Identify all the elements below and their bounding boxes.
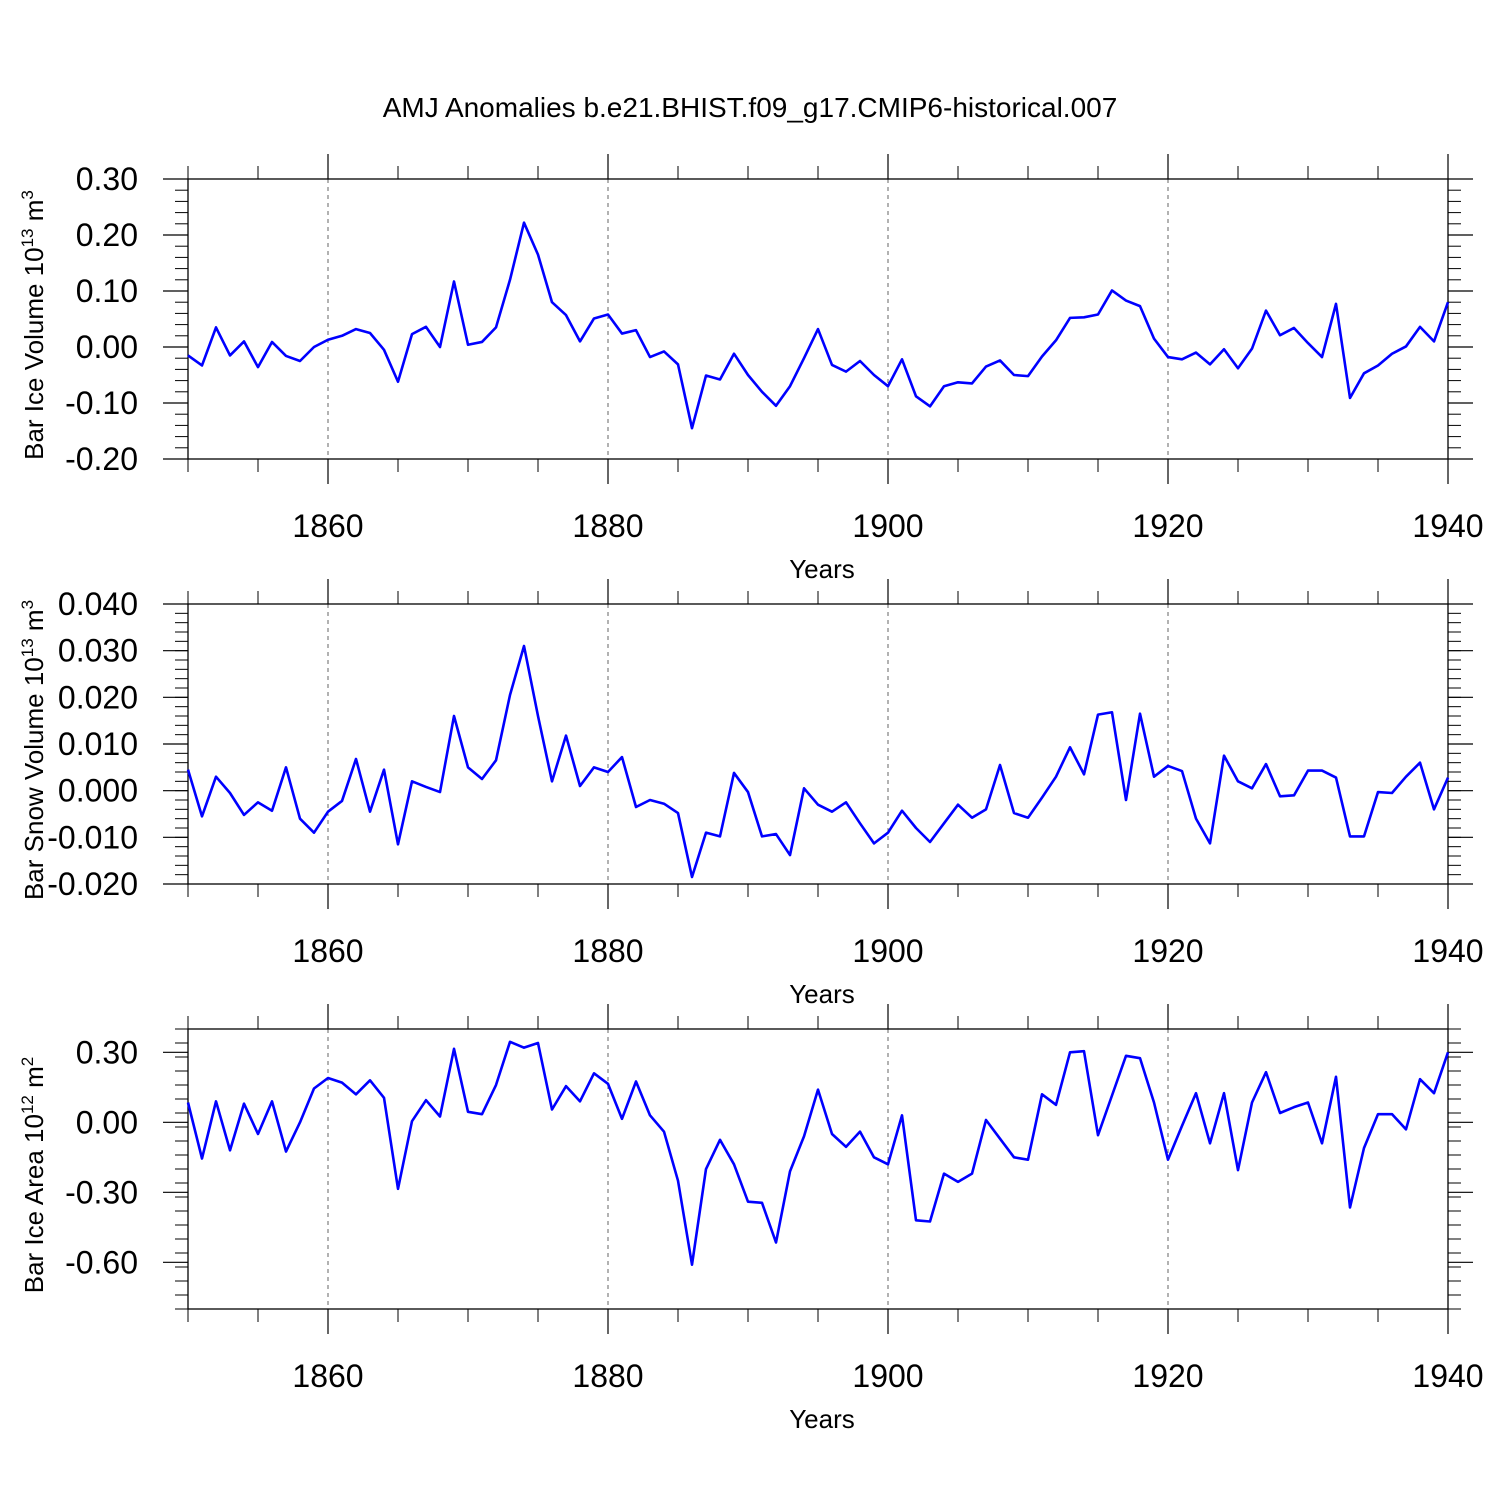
y-tick-label: 0.20 bbox=[76, 217, 138, 253]
series-line bbox=[186, 1040, 1450, 1266]
plot-frame bbox=[187, 603, 1449, 885]
x-tick-label: 1920 bbox=[1132, 508, 1203, 544]
x-tick-label: 1860 bbox=[292, 508, 363, 544]
x-axis-title: Years bbox=[789, 1404, 855, 1434]
panel-3: 1860 1880 1900 1920 1940 -0.60 -0.30 0.00 0.30 Ye… bbox=[18, 1004, 1484, 1434]
x-axis-title: Years bbox=[789, 554, 855, 584]
y-tick-label: -0.20 bbox=[65, 441, 138, 477]
y-tick-label: -0.30 bbox=[65, 1174, 138, 1210]
y-tick-label: 0.30 bbox=[76, 161, 138, 197]
y-tick-label: 0.010 bbox=[58, 726, 138, 762]
y-tick-label: 0.00 bbox=[76, 1104, 138, 1140]
y-tick-label: -0.010 bbox=[47, 819, 138, 855]
x-axis-title: Years bbox=[789, 979, 855, 1009]
x-tick-label: 1940 bbox=[1412, 1358, 1483, 1394]
panel-1: 1860 1880 1900 1920 1940 -0.20 -0.10 0.00 0.10 0.… bbox=[18, 154, 1484, 584]
series-line bbox=[186, 644, 1450, 879]
x-tick-label: 1920 bbox=[1132, 933, 1203, 969]
y-tick-label: 0.00 bbox=[76, 329, 138, 365]
y-axis-title: Bar Snow Volume 1013 m3 bbox=[18, 600, 49, 900]
panel-2: 1860 1880 1900 1920 1940 -0.020 -0.010 0.000 0.0… bbox=[18, 579, 1484, 1009]
x-tick-label: 1860 bbox=[292, 1358, 363, 1394]
x-tick-label: 1900 bbox=[852, 1358, 923, 1394]
series-line bbox=[187, 221, 1450, 430]
x-tick-label: 1860 bbox=[292, 933, 363, 969]
y-tick-label: 0.000 bbox=[58, 773, 138, 809]
chart-title: AMJ Anomalies b.e21.BHIST.f09_g17.CMIP6-… bbox=[383, 92, 1118, 123]
x-tick-label: 1900 bbox=[852, 933, 923, 969]
y-tick-label: -0.10 bbox=[65, 385, 138, 421]
y-axis-title: Bar Ice Area 1012 m2 bbox=[18, 1057, 49, 1294]
plot-frame bbox=[187, 1028, 1449, 1310]
y-tick-label: -0.020 bbox=[47, 866, 138, 902]
y-tick-label: 0.020 bbox=[58, 679, 138, 715]
x-tick-label: 1880 bbox=[572, 1358, 643, 1394]
y-tick-label: 0.040 bbox=[58, 586, 138, 622]
x-tick-label: 1880 bbox=[572, 508, 643, 544]
y-tick-label: 0.30 bbox=[76, 1034, 138, 1070]
x-tick-label: 1900 bbox=[852, 508, 923, 544]
x-tick-label: 1920 bbox=[1132, 1358, 1203, 1394]
y-tick-label: -0.60 bbox=[65, 1244, 138, 1280]
y-axis-title: Bar Ice Volume 1013 m3 bbox=[18, 190, 49, 460]
plot-frame bbox=[187, 178, 1449, 460]
x-tick-label: 1880 bbox=[572, 933, 643, 969]
y-tick-label: 0.10 bbox=[76, 273, 138, 309]
x-tick-label: 1940 bbox=[1412, 508, 1483, 544]
y-tick-label: 0.030 bbox=[58, 633, 138, 669]
x-tick-label: 1940 bbox=[1412, 933, 1483, 969]
